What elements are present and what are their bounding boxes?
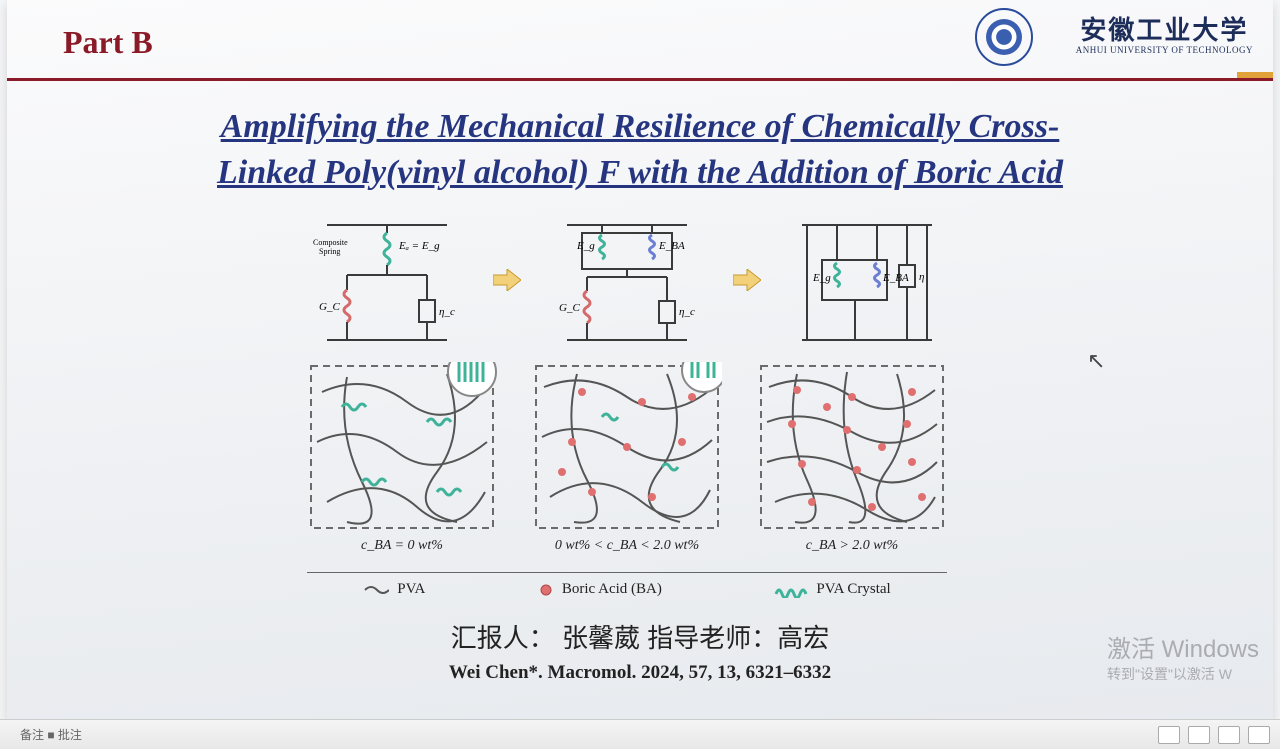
svg-text:Spring: Spring bbox=[319, 247, 340, 256]
university-logo bbox=[975, 8, 1033, 66]
title-line2: Linked Poly(vinyl alcohol) F with the Ad… bbox=[217, 154, 1063, 191]
svg-text:Eₐ = E_g: Eₐ = E_g bbox=[398, 240, 440, 252]
slide-title: Amplifying the Mechanical Resilience of … bbox=[7, 104, 1273, 196]
legend-ba-label: Boric Acid (BA) bbox=[562, 581, 662, 598]
legend-pva-label: PVA bbox=[397, 581, 425, 598]
header-rule bbox=[7, 78, 1273, 81]
arrow-icon bbox=[733, 269, 761, 291]
crystal-icon bbox=[774, 582, 808, 598]
network-panel-1 bbox=[307, 362, 497, 532]
svg-text:η: η bbox=[919, 271, 924, 283]
slide: Part B 安徽工业大学 ANHUI UNIVERSITY OF TECHNO… bbox=[7, 0, 1273, 720]
network-panel-2 bbox=[532, 362, 722, 532]
svg-text:G_C: G_C bbox=[319, 301, 340, 313]
legend-crystal: PVA Crystal bbox=[774, 581, 890, 598]
presenter-line: 汇报人： 张馨葳 指导老师：高宏 bbox=[7, 618, 1273, 655]
network-captions: c_BA = 0 wt% 0 wt% < c_BA < 2.0 wt% c_BA… bbox=[307, 538, 947, 554]
circuit-panel-3: E_g E_BA η bbox=[787, 215, 947, 345]
svg-text:Composite: Composite bbox=[313, 238, 348, 247]
caption-3: c_BA > 2.0 wt% bbox=[757, 538, 947, 554]
svg-text:G_C: G_C bbox=[559, 302, 580, 314]
legend-crystal-label: PVA Crystal bbox=[816, 581, 890, 598]
university-name-en: ANHUI UNIVERSITY OF TECHNOLOGY bbox=[1076, 45, 1253, 55]
citation: Wei Chen*. Macromol. 2024, 57, 13, 6321–… bbox=[7, 662, 1273, 684]
network-panel-3 bbox=[757, 362, 947, 532]
university-name: 安徽工业大学 ANHUI UNIVERSITY OF TECHNOLOGY bbox=[1076, 10, 1253, 55]
view-reading-icon[interactable] bbox=[1218, 726, 1240, 744]
logo-inner bbox=[986, 19, 1022, 55]
view-sorter-icon[interactable] bbox=[1188, 726, 1210, 744]
watermark-line2: 转到"设置"以激活 W bbox=[1107, 664, 1259, 684]
circuit-panel-1: Eₐ = E_g CompositeSpring G_C η_c bbox=[307, 215, 467, 345]
pva-chain-icon bbox=[363, 582, 389, 598]
ba-node-icon bbox=[538, 582, 554, 598]
figure-area: Eₐ = E_g CompositeSpring G_C η_c bbox=[307, 210, 947, 598]
view-slideshow-icon[interactable] bbox=[1248, 726, 1270, 744]
circuit-panel-2: E_g E_BA G_C η_c bbox=[547, 215, 707, 345]
arrow-icon bbox=[493, 269, 521, 291]
title-line1: Amplifying the Mechanical Resilience of … bbox=[221, 108, 1060, 145]
svg-text:E_g: E_g bbox=[576, 240, 595, 252]
university-name-cn: 安徽工业大学 bbox=[1076, 10, 1253, 47]
svg-text:E_g: E_g bbox=[812, 272, 831, 284]
slide-header: Part B 安徽工业大学 ANHUI UNIVERSITY OF TECHNO… bbox=[7, 0, 1273, 80]
svg-text:η_c: η_c bbox=[679, 306, 695, 318]
view-normal-icon[interactable] bbox=[1158, 726, 1180, 744]
svg-text:E_BA: E_BA bbox=[882, 272, 909, 284]
figure-legend: PVA Boric Acid (BA) PVA Crystal bbox=[307, 572, 947, 598]
caption-2: 0 wt% < c_BA < 2.0 wt% bbox=[532, 538, 722, 554]
cursor-icon: ↖ bbox=[1087, 348, 1105, 374]
legend-pva: PVA bbox=[363, 581, 425, 598]
network-row bbox=[307, 362, 947, 532]
statusbar-left[interactable]: 备注 ■ 批注 bbox=[20, 726, 82, 743]
windows-watermark: 激活 Windows 转到"设置"以激活 W bbox=[1107, 629, 1259, 684]
powerpoint-statusbar[interactable]: 备注 ■ 批注 bbox=[0, 719, 1280, 749]
svg-text:η_c: η_c bbox=[439, 306, 455, 318]
svg-text:E_BA: E_BA bbox=[658, 240, 685, 252]
circuit-row: Eₐ = E_g CompositeSpring G_C η_c bbox=[307, 210, 947, 350]
section-label: Part B bbox=[63, 24, 153, 61]
legend-ba: Boric Acid (BA) bbox=[538, 581, 662, 598]
watermark-line1: 激活 Windows bbox=[1107, 629, 1259, 664]
caption-1: c_BA = 0 wt% bbox=[307, 538, 497, 554]
